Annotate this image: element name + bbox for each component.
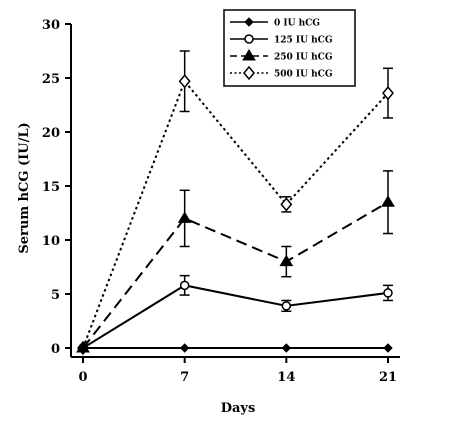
series-line <box>82 201 389 349</box>
legend-label: 500 IU hCG <box>274 70 333 80</box>
series-group <box>76 50 395 356</box>
data-point <box>179 343 190 353</box>
legend-label: 250 IU hCG <box>274 53 333 63</box>
series-line <box>82 284 389 349</box>
legend: 0 IU hCG 125 IU hCG 250 IU hCG 500 IU hCG <box>223 9 356 87</box>
data-point <box>179 280 190 291</box>
data-point <box>383 343 393 353</box>
data-point <box>281 343 292 353</box>
data-point <box>280 197 293 212</box>
series-2 <box>78 274 393 353</box>
data-point <box>383 288 393 298</box>
legend-marker <box>243 65 255 81</box>
series-line <box>82 79 389 349</box>
x-tick-label: 0 <box>78 370 87 385</box>
series-4 <box>77 50 394 356</box>
legend-items: 0 IU hCG 125 IU hCG 250 IU hCG 500 IU hCG <box>230 17 333 81</box>
x-tick-label: 21 <box>379 370 397 385</box>
y-tick-label: 10 <box>42 234 60 249</box>
y-tick-label: 30 <box>42 18 60 33</box>
y-tick-label: 0 <box>51 342 60 357</box>
legend-marker <box>242 49 256 61</box>
y-tick-label: 5 <box>51 288 60 303</box>
legend-entry: 125 IU hCG <box>230 34 333 46</box>
data-point <box>281 301 292 311</box>
y-axis-ticks: 0 5 10 15 20 25 30 <box>42 18 71 357</box>
series-1 <box>78 343 393 353</box>
legend-entry: 250 IU hCG <box>230 49 333 63</box>
legend-entry: 500 IU hCG <box>230 65 333 81</box>
x-axis-ticks: 0 7 14 21 <box>78 357 397 385</box>
data-point <box>78 343 88 353</box>
y-tick-label: 20 <box>42 126 60 141</box>
data-point <box>381 195 395 207</box>
x-tick-label: 14 <box>277 370 295 385</box>
legend-marker <box>244 34 254 44</box>
series-3 <box>76 170 395 353</box>
data-point <box>382 85 394 101</box>
legend-marker <box>244 17 254 27</box>
legend-label: 125 IU hCG <box>274 36 333 46</box>
y-axis-title: Serum hCG (IU/L) <box>17 122 32 253</box>
y-tick-label: 15 <box>42 180 60 195</box>
data-point <box>177 211 192 223</box>
legend-label: 0 IU hCG <box>274 19 320 29</box>
legend-entry: 0 IU hCG <box>230 17 320 29</box>
x-tick-label: 7 <box>180 370 189 385</box>
plot-area: 0 5 10 15 20 25 30 0 7 14 21 <box>42 18 400 385</box>
y-tick-label: 25 <box>42 72 60 87</box>
x-axis-title: Days <box>221 401 256 416</box>
data-point <box>279 254 294 267</box>
data-point <box>178 74 191 89</box>
